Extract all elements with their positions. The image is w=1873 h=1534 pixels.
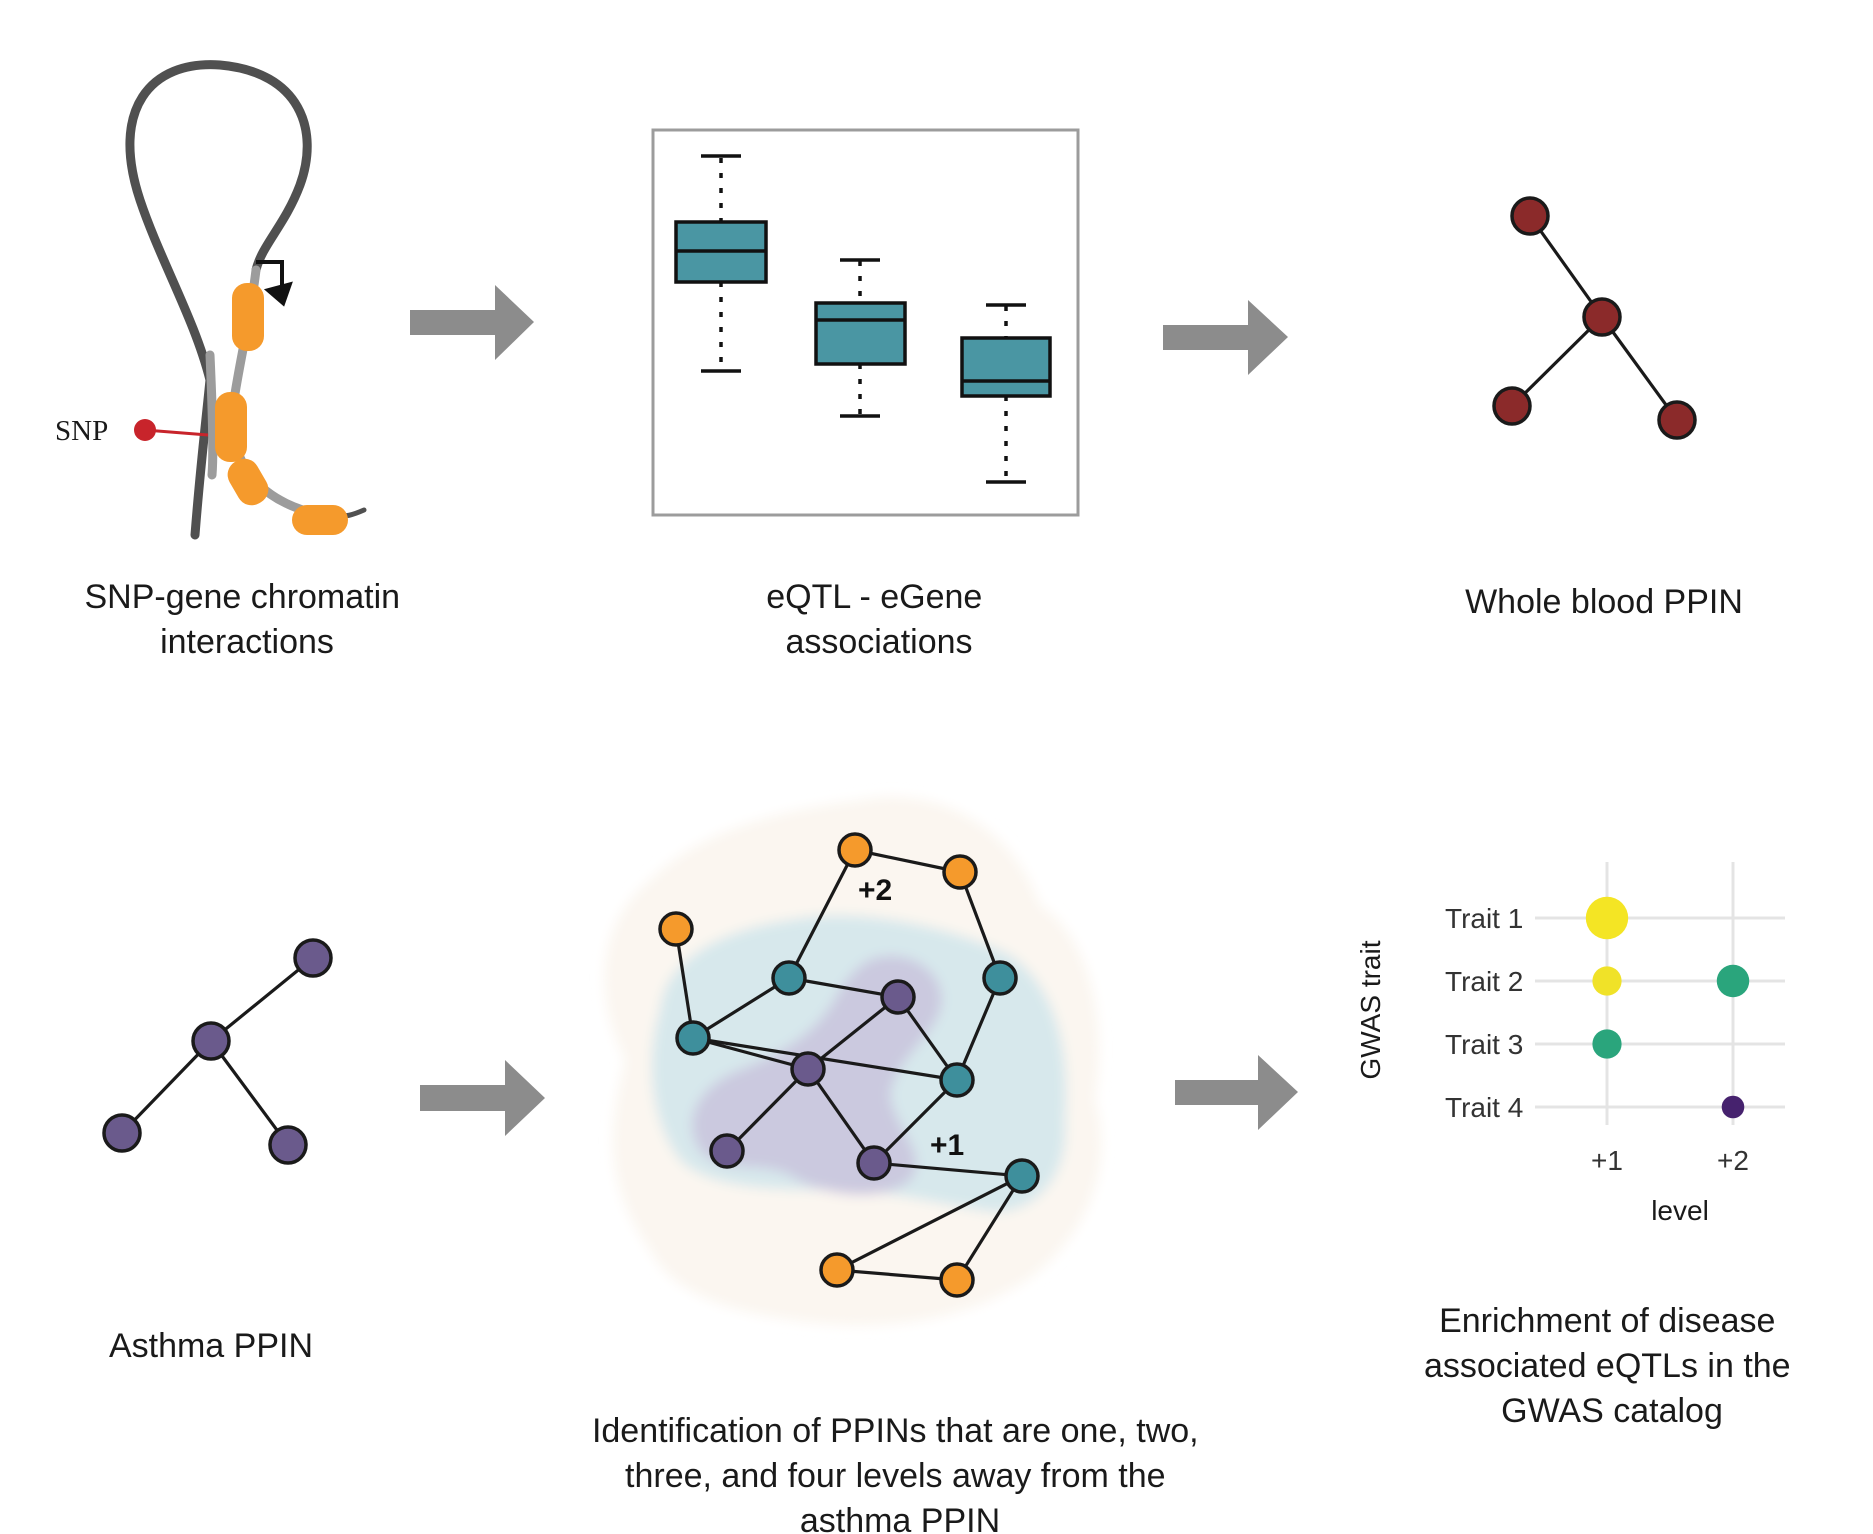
arrow-right-icon (420, 1060, 545, 1136)
network-node-level-1 (982, 960, 1018, 996)
network-node (1657, 400, 1697, 440)
network-node (1510, 196, 1550, 236)
network-node (293, 938, 333, 978)
chromatin-panel: SNP SNP-gene chromatin interactions (55, 60, 409, 661)
chromatin-strand-light-2 (205, 350, 218, 480)
enhancer-region-1 (215, 392, 247, 462)
boxplot-frame (651, 128, 1080, 517)
network-node (1492, 386, 1532, 426)
y-axis-title: GWAS trait (1355, 940, 1386, 1079)
eqtl-caption: eQTL - eGene associations (766, 578, 992, 661)
promoter-region (232, 283, 264, 351)
levels-caption-line-3: asthma PPIN (800, 1502, 1000, 1534)
enhancer-region-3 (292, 505, 348, 535)
y-tick-label: Trait 3 (1445, 1029, 1523, 1060)
network-node-level-1 (771, 960, 807, 996)
network-node-asthma (790, 1051, 826, 1087)
level-edges (674, 848, 1024, 1282)
data-point (1716, 964, 1750, 998)
network-node (1582, 297, 1622, 337)
network-node-asthma (856, 1145, 892, 1181)
x-tick-label: +1 (1591, 1145, 1623, 1176)
network-node-level-2 (939, 1262, 975, 1298)
level-plus1-label: +1 (930, 1129, 964, 1162)
network-node-level-1 (1004, 1158, 1040, 1194)
asthma-caption-line-1: Asthma PPIN (109, 1327, 313, 1365)
enrichment-caption-line-1: Enrichment of disease (1439, 1302, 1775, 1340)
enrichment-caption-line-2: associated eQTLs in the (1424, 1347, 1791, 1385)
eqtl-caption-line-1: eQTL - eGene (766, 578, 982, 616)
arrow-right-icon (1175, 1055, 1298, 1130)
levels-caption: Identification of PPINs that are one, tw… (592, 1412, 1208, 1534)
levels-panel: +2 +1 Identification of PPINs that are o… (592, 796, 1208, 1534)
enrichment-caption: Enrichment of disease associated eQTLs i… (1424, 1302, 1800, 1430)
network-node (102, 1113, 142, 1153)
network-node-asthma (709, 1133, 745, 1169)
x-axis-title: level (1651, 1195, 1709, 1226)
boxplot-2 (814, 258, 907, 418)
network-node (268, 1125, 308, 1165)
data-point (1585, 896, 1629, 940)
whole-blood-caption-line-1: Whole blood PPIN (1465, 583, 1743, 621)
flow-arrows (410, 285, 1298, 1136)
chromatin-caption: SNP-gene chromatin interactions (84, 578, 409, 661)
network-node-level-1 (939, 1062, 975, 1098)
enrichment-dot-plot: GWAS trait level Trait 1 Trait 2 Trait 3 Tr… (1355, 862, 1785, 1226)
asthma-caption: Asthma PPIN (109, 1327, 313, 1365)
network-node-level-2 (819, 1252, 855, 1288)
whole-blood-panel: Whole blood PPIN (1465, 196, 1743, 621)
data-point (1721, 1095, 1745, 1119)
snp-label: SNP (55, 415, 108, 447)
boxplot-1 (674, 154, 768, 373)
network-node (191, 1021, 231, 1061)
levels-caption-line-2: three, and four levels away from the (625, 1457, 1166, 1495)
boxplot-3 (960, 303, 1052, 484)
network-node-asthma (880, 979, 916, 1015)
data-point (1592, 1029, 1622, 1059)
chromatin-caption-line-1: SNP-gene chromatin (84, 578, 400, 616)
tss-arrowhead-icon (263, 281, 293, 307)
chromatin-caption-line-2: interactions (160, 623, 334, 661)
eqtl-panel: eQTL - eGene associations (651, 128, 1080, 661)
arrow-right-icon (1163, 300, 1288, 375)
level-plus2-label: +2 (858, 874, 892, 907)
y-tick-label: Trait 4 (1445, 1092, 1523, 1123)
data-point (1592, 966, 1622, 996)
y-tick-label: Trait 1 (1445, 903, 1523, 934)
network-node-level-2 (658, 911, 694, 947)
snp-dot-icon (134, 419, 156, 441)
arrow-right-icon (410, 285, 534, 360)
y-tick-label: Trait 2 (1445, 966, 1523, 997)
level-halos (604, 796, 1102, 1326)
x-tick-label: +2 (1717, 1145, 1749, 1176)
network-node-level-2 (837, 832, 873, 868)
whole-blood-caption: Whole blood PPIN (1465, 583, 1743, 621)
enrichment-caption-line-3: GWAS catalog (1501, 1392, 1723, 1430)
tss-arrow-icon (256, 260, 284, 285)
network-node-level-1 (675, 1020, 711, 1056)
eqtl-caption-line-2: associations (785, 623, 972, 661)
network-node-level-2 (942, 854, 978, 890)
levels-caption-line-1: Identification of PPINs that are one, tw… (592, 1412, 1199, 1450)
asthma-panel: Asthma PPIN (102, 938, 333, 1365)
enhancer-region-2 (227, 458, 269, 506)
level-nodes (658, 832, 1040, 1298)
